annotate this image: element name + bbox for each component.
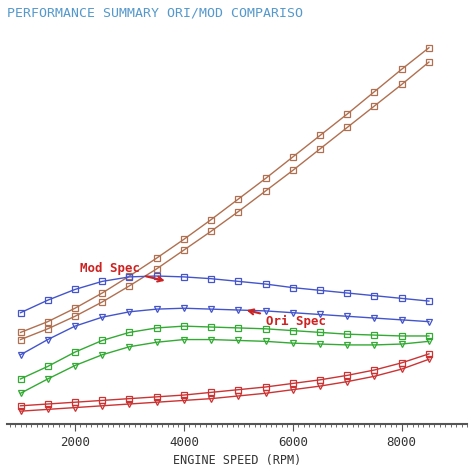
Text: Ori Spec: Ori Spec — [249, 310, 326, 328]
Text: Mod Spec: Mod Spec — [81, 262, 163, 282]
X-axis label: ENGINE SPEED (RPM): ENGINE SPEED (RPM) — [173, 454, 301, 467]
Text: PERFORMANCE SUMMARY ORI/MOD COMPARISO: PERFORMANCE SUMMARY ORI/MOD COMPARISO — [7, 7, 303, 20]
